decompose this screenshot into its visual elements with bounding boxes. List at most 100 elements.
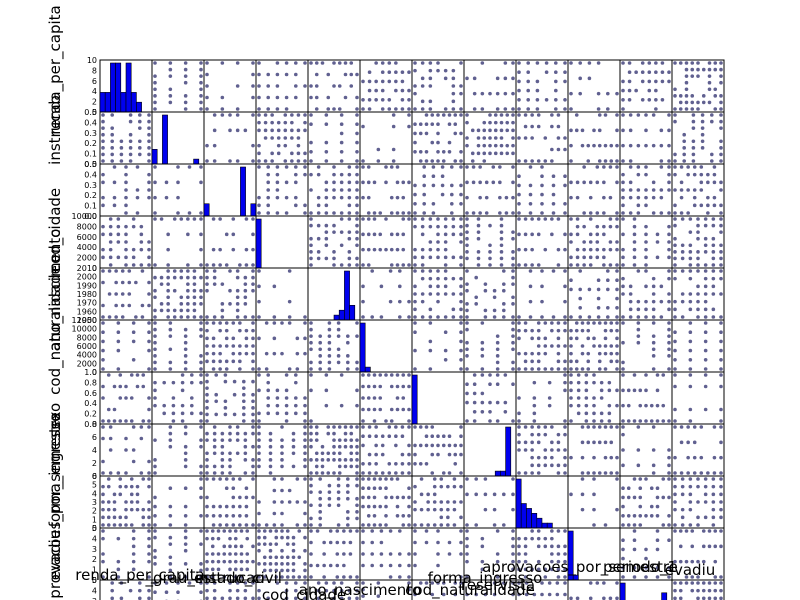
y-tick-label: 3 [92,545,97,554]
scatter-point [349,61,354,65]
scatter-point [400,471,405,475]
cell-cod_cidade-sexo [567,215,621,269]
scatter-point [703,348,708,353]
scatter-point [511,136,515,140]
cell-sexo-renda_per_capita [99,527,153,581]
scatter-point [484,180,489,185]
scatter-point [251,321,255,325]
scatter-point [168,347,173,352]
scatter-point [540,183,544,188]
scatter-point [179,275,184,280]
scatter-point [235,269,240,273]
scatter-point [584,373,589,377]
scatter-point [251,477,255,481]
scatter-point [511,321,515,325]
scatter-point [596,278,601,283]
scatter-point [407,504,411,509]
scatter-point [719,455,723,460]
scatter-point [419,477,424,481]
scatter-point [235,596,240,600]
scatter-point [413,321,417,325]
scatter-point [164,590,169,594]
scatter-point [711,263,716,267]
scatter-point [452,484,457,489]
scatter-point [615,180,619,185]
scatter-point [108,425,113,429]
scatter-point [679,471,684,475]
scatter-point [595,247,600,252]
scatter-point [504,195,509,200]
hist-bar [99,92,106,113]
scatter-point [106,500,111,504]
scatter-point [272,477,277,481]
scatter-point [511,211,515,215]
scatter-point [609,143,614,148]
scatter-point [606,315,610,319]
scatter-point [366,495,371,500]
scatter-point [569,328,573,333]
scatter-point [376,581,381,585]
scatter-point [703,384,708,389]
scatter-point [563,61,567,65]
scatter-point [199,315,203,319]
scatter-point [499,230,504,234]
scatter-point [389,165,394,169]
scatter-point [280,425,284,429]
scatter-point [459,330,463,335]
scatter-point [569,128,573,133]
scatter-point [153,514,157,518]
scatter-point [439,507,444,512]
scatter-point [124,211,128,215]
scatter-point [347,172,352,177]
scatter-point [218,321,222,325]
scatter-point [628,188,633,192]
scatter-point [257,195,261,200]
scatter-point [332,425,336,429]
scatter-point [332,458,336,462]
scatter-point [378,504,383,509]
cell-cod_cidade-ano_ingresso [515,215,569,269]
scatter-point [186,302,190,306]
scatter-point [602,596,606,600]
scatter-point [654,61,658,65]
scatter-point [644,172,648,177]
scatter-point [428,107,433,111]
scatter-point [116,217,121,221]
scatter-point [147,536,151,541]
scatter-point [476,250,481,254]
scatter-point [210,544,215,549]
scatter-point [231,247,236,252]
scatter-point [592,321,596,325]
scatter-point [389,263,394,267]
scatter-point [440,165,445,169]
scatter-point [106,484,111,489]
scatter-point [673,113,677,117]
scatter-point [324,113,329,117]
scatter-point [602,581,606,585]
scatter-point [275,411,280,416]
scatter-point [711,250,716,254]
scatter-point [120,303,125,308]
scatter-point [482,128,487,133]
scatter-point [499,243,504,248]
scatter-point [543,351,548,356]
scatter-point [294,396,298,400]
cell-aprovacoes_por_semestre-evadiu [671,579,725,600]
scatter-point [128,588,133,593]
scatter-point [480,373,485,377]
scatter-point [528,202,533,206]
scatter-point [147,172,151,177]
scatter-point [563,367,567,371]
scatter-point [471,165,476,169]
scatter-point [465,315,469,319]
scatter-point [342,575,346,579]
scatter-point [703,321,708,325]
cell-frame [619,475,673,529]
scatter-point [659,195,664,200]
scatter-point [361,462,365,466]
scatter-point [536,321,541,325]
cell-frame [411,163,465,217]
scatter-point [266,195,271,200]
scatter-point [502,282,506,286]
scatter-point [295,500,300,504]
